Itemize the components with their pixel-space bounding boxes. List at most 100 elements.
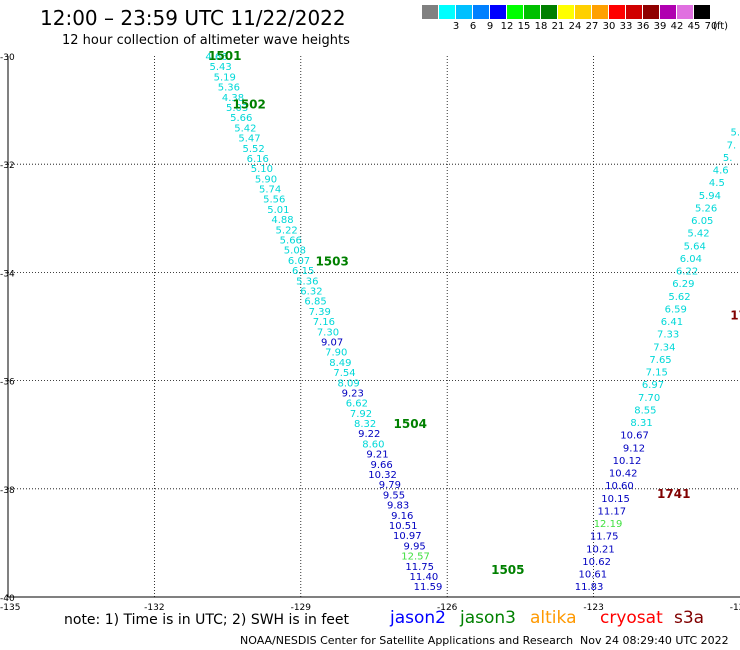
swh-value-track-a: 12.57 [401, 552, 430, 563]
swh-value-track-a: 5.52 [242, 144, 264, 155]
swh-value-track-b: 11.75 [590, 532, 619, 543]
lat-tick-label: -32 [0, 161, 15, 171]
colorbar-label: 15 [517, 21, 531, 32]
colorbar-swatch [694, 5, 710, 19]
swh-value-track-b: 7.15 [646, 368, 668, 379]
legend-jason2: jason2 [390, 608, 446, 628]
swh-value-track-a: 8.09 [337, 378, 359, 389]
swh-value-track-b: 7.65 [649, 355, 671, 366]
colorbar-swatch [473, 5, 489, 19]
colorbar-swatch [524, 5, 540, 19]
colorbar-swatch [507, 5, 523, 19]
lon-tick-label: -120 [730, 603, 740, 613]
swh-value-track-b: 7. [727, 140, 737, 151]
swh-value-track-b: 5.62 [668, 292, 690, 303]
swh-value-track-a: 4.38 [222, 93, 244, 104]
page-subtitle: 12 hour collection of altimeter wave hei… [62, 33, 350, 48]
pass-time-label: 1505 [491, 563, 524, 577]
colorbar-label: 33 [619, 21, 633, 32]
lat-tick-label: -36 [0, 378, 15, 388]
colorbar-swatch [643, 5, 659, 19]
colorbar-label: 24 [568, 21, 582, 32]
swh-value-track-b: 4.5 [709, 178, 725, 189]
legend-altika: altika [530, 608, 577, 628]
swh-value-track-a: 8.32 [354, 419, 376, 430]
swh-value-track-a: 5.36 [218, 83, 240, 94]
swh-value-track-b: 10.21 [586, 544, 615, 555]
colorbar-label: 21 [551, 21, 565, 32]
legend-jason3: jason3 [460, 608, 516, 628]
colorbar-label: 70 [704, 21, 718, 32]
swh-value-track-b: 5.42 [687, 229, 709, 240]
swh-value-track-a: 10.32 [368, 470, 397, 481]
swh-value-track-a: 5.10 [251, 164, 273, 175]
swh-value-track-b: 7.34 [653, 342, 675, 353]
lon-tick-label: -135 [0, 603, 20, 613]
swh-value-track-a: 8.49 [329, 358, 351, 369]
colorbar-swatch [677, 5, 693, 19]
swh-value-track-a: 6.07 [288, 256, 310, 267]
swh-value-track-a: 5.66 [230, 113, 252, 124]
lon-tick-label: -129 [291, 603, 312, 613]
swh-value-track-a: 5.08 [284, 246, 306, 257]
colorbar-swatch [439, 5, 455, 19]
colorbar-label: 9 [486, 21, 494, 32]
swh-value-track-b: 6.41 [661, 317, 683, 328]
lat-tick-label: -34 [0, 269, 15, 279]
swh-value-track-a: 9.22 [358, 429, 380, 440]
swh-value-track-a: 11.75 [405, 562, 434, 573]
legend-cryosat: cryosat [600, 608, 663, 628]
swh-value-track-a: 7.90 [325, 348, 347, 359]
page-title: 12:00 – 23:59 UTC 11/22/2022 [40, 6, 346, 30]
colorbar-label: 36 [636, 21, 650, 32]
swh-value-track-a: 7.30 [317, 327, 339, 338]
colorbar-swatch [575, 5, 591, 19]
swh-value-track-b: 10.60 [605, 481, 634, 492]
swh-value-track-b: 12.19 [594, 519, 623, 530]
swh-value-track-b: 5. [730, 128, 740, 139]
swh-value-track-b: 9.12 [623, 443, 645, 454]
swh-value-track-a: 5.43 [209, 62, 231, 73]
colorbar-label: 30 [602, 21, 616, 32]
swh-value-track-b: 8.55 [634, 405, 656, 416]
colorbar-swatch [490, 5, 506, 19]
swh-value-track-a: 7.92 [350, 409, 372, 420]
swh-value-track-b: 5. [723, 153, 733, 164]
swh-value-track-a: 9.79 [379, 480, 401, 491]
swh-value-track-b: 10.67 [620, 431, 649, 442]
pass-time-label: 1741 [657, 487, 690, 501]
swh-value-track-a: 11.40 [410, 572, 439, 583]
pass-time-label: 17 [730, 309, 740, 323]
swh-value-track-a: 6.62 [346, 399, 368, 410]
colorbar-label: 3 [452, 21, 460, 32]
swh-value-track-a: 5.19 [214, 72, 236, 83]
swh-value-track-b: 4.6 [713, 166, 729, 177]
legend-s3a: s3a [674, 608, 705, 628]
swh-value-track-a: 5.74 [259, 185, 281, 196]
swh-value-track-a: 9.66 [371, 460, 393, 471]
swh-value-track-b: 10.61 [579, 570, 608, 581]
swh-value-track-a: 10.97 [393, 531, 422, 542]
colorbar-label: 45 [687, 21, 701, 32]
swh-value-track-a: 11.59 [414, 582, 443, 593]
swh-value-track-b: 10.12 [613, 456, 642, 467]
lon-tick-label: -126 [437, 603, 458, 613]
swh-value-track-b: 10.62 [582, 557, 611, 568]
swh-value-track-a: 5.36 [296, 276, 318, 287]
footer-timestamp: Nov 24 08:29:40 UTC 2022 [580, 634, 729, 647]
swh-value-track-a: 5.01 [267, 205, 289, 216]
swh-value-track-b: 10.42 [609, 469, 638, 480]
swh-value-track-a: 9.83 [387, 501, 409, 512]
lat-tick-label: -38 [0, 486, 15, 496]
swh-value-track-a: 9.23 [342, 388, 364, 399]
swh-value-track-b: 5.26 [695, 203, 717, 214]
swh-value-track-a: 5.66 [280, 236, 302, 247]
pass-time-label: 1504 [394, 417, 427, 431]
pass-time-label: 1502 [232, 98, 265, 112]
swh-value-track-a: 9.21 [366, 450, 388, 461]
swh-value-track-a: 4.66 [205, 52, 227, 63]
swh-value-track-b: 6.04 [680, 254, 702, 265]
swh-value-track-a: 10.51 [389, 521, 418, 532]
colorbar-label: 39 [653, 21, 667, 32]
